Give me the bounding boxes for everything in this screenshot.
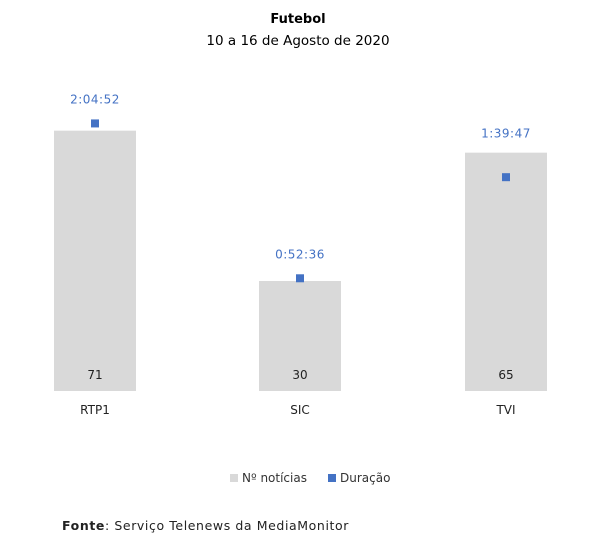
category-label: TVI <box>495 403 515 417</box>
legend-label-duracao: Duração <box>340 471 390 485</box>
source-note: Fonte: Serviço Telenews da MediaMonitor <box>62 518 349 533</box>
chart-title: Futebol <box>270 12 325 27</box>
bar-sic <box>259 281 341 391</box>
bar-value-label: 30 <box>292 368 307 382</box>
chart-svg: Futebol 10 a 16 de Agosto de 2020 71 RTP1… <box>54 12 547 485</box>
bar-rtp1 <box>54 130 136 391</box>
duration-marker <box>296 274 304 283</box>
bar-value-label: 71 <box>87 368 102 382</box>
duration-label: 1:39:47 <box>481 127 531 141</box>
bars-group: 71 RTP1 2:04:52 30 SIC 0:52:36 65 TVI 1:39:47 <box>54 92 547 417</box>
source-label: Fonte <box>62 518 105 533</box>
bar-tvi <box>465 152 547 391</box>
source-text: : Serviço Telenews da MediaMonitor <box>104 518 350 533</box>
bar-value-label: 65 <box>498 368 513 382</box>
legend-swatch-duracao <box>328 474 336 482</box>
chart-subtitle: 10 a 16 de Agosto de 2020 <box>206 33 389 49</box>
duration-label: 0:52:36 <box>275 247 325 261</box>
duration-marker <box>502 173 510 182</box>
legend: Nº notícias Duração <box>230 471 390 485</box>
legend-label-noticias: Nº notícias <box>242 471 307 485</box>
legend-swatch-noticias <box>230 474 238 482</box>
category-label: SIC <box>290 403 310 417</box>
duration-marker <box>91 119 99 128</box>
duration-label: 2:04:52 <box>70 92 120 106</box>
category-label: RTP1 <box>80 403 110 417</box>
